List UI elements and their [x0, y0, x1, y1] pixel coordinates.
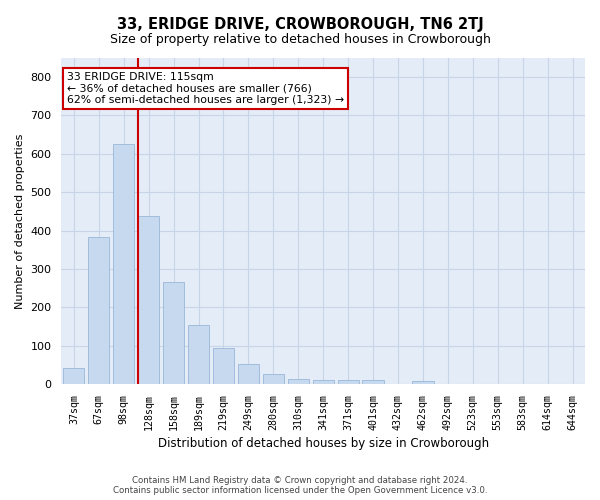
- Bar: [213, 348, 234, 385]
- Bar: [138, 216, 159, 384]
- Bar: [163, 282, 184, 384]
- Bar: [287, 378, 309, 384]
- Bar: [362, 380, 383, 384]
- Bar: [313, 380, 334, 384]
- Bar: [263, 374, 284, 384]
- Text: 33, ERIDGE DRIVE, CROWBOROUGH, TN6 2TJ: 33, ERIDGE DRIVE, CROWBOROUGH, TN6 2TJ: [116, 18, 484, 32]
- Text: Size of property relative to detached houses in Crowborough: Size of property relative to detached ho…: [110, 32, 490, 46]
- Bar: [113, 144, 134, 384]
- Bar: [412, 382, 434, 384]
- Bar: [338, 380, 359, 384]
- Bar: [88, 237, 109, 384]
- Text: 33 ERIDGE DRIVE: 115sqm
← 36% of detached houses are smaller (766)
62% of semi-d: 33 ERIDGE DRIVE: 115sqm ← 36% of detache…: [67, 72, 344, 106]
- Bar: [238, 364, 259, 384]
- X-axis label: Distribution of detached houses by size in Crowborough: Distribution of detached houses by size …: [158, 437, 489, 450]
- Text: Contains HM Land Registry data © Crown copyright and database right 2024.
Contai: Contains HM Land Registry data © Crown c…: [113, 476, 487, 495]
- Y-axis label: Number of detached properties: Number of detached properties: [15, 133, 25, 308]
- Bar: [188, 324, 209, 384]
- Bar: [63, 368, 85, 384]
